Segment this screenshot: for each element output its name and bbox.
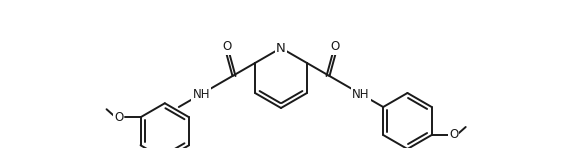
Text: NH: NH [352,87,369,100]
Text: O: O [331,41,340,53]
Text: O: O [449,128,459,141]
Text: O: O [222,41,231,53]
Text: O: O [114,111,123,124]
Text: NH: NH [193,87,210,100]
Text: N: N [276,41,286,54]
